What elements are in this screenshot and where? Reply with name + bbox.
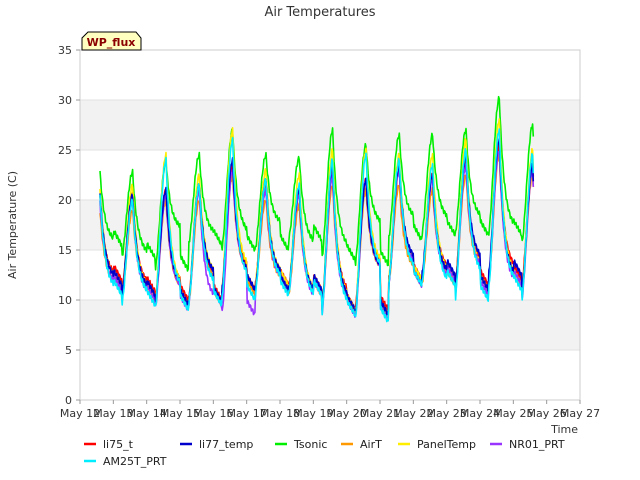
legend-item-Tsonic: Tsonic <box>275 438 327 451</box>
legend-label: NR01_PRT <box>509 438 565 451</box>
legend-item-li77_temp: li77_temp <box>180 438 253 451</box>
x-tick-label: May 19 <box>293 407 333 420</box>
x-tick-label: May 15 <box>160 407 200 420</box>
series-line-Tsonic <box>99 95 535 272</box>
y-tick-label: 10 <box>58 294 72 307</box>
legend-label: li77_temp <box>199 438 253 451</box>
x-tick-label: May 26 <box>527 407 567 420</box>
legend-item-NR01_PRT: NR01_PRT <box>490 438 565 451</box>
legend-item-PanelTemp: PanelTemp <box>398 438 476 451</box>
y-tick-label: 25 <box>58 144 72 157</box>
y-tick-label: 20 <box>58 194 72 207</box>
plot-frame <box>79 49 581 401</box>
grid-band <box>80 300 580 350</box>
legend-label: li75_t <box>103 438 134 451</box>
y-tick-label: 30 <box>58 94 72 107</box>
x-tick-label: May 12 <box>60 407 100 420</box>
legend-item-li75_t: li75_t <box>84 438 134 451</box>
annotation-label: WP_flux <box>87 36 136 49</box>
legend-label: Tsonic <box>293 438 327 451</box>
chart-title: Air Temperatures <box>264 5 375 20</box>
legend-item-AirT: AirT <box>341 438 382 451</box>
x-tick-label: May 21 <box>360 407 400 420</box>
legend-label: AM25T_PRT <box>103 455 167 468</box>
x-tick-label: May 23 <box>427 407 467 420</box>
x-tick-label: May 22 <box>393 407 433 420</box>
y-axis-label: Air Temperature (C) <box>6 171 19 279</box>
x-tick-label: May 17 <box>227 407 267 420</box>
x-tick-label: May 14 <box>127 407 167 420</box>
x-tick-label: May 16 <box>193 407 233 420</box>
x-tick-label: May 20 <box>327 407 367 420</box>
y-tick-label: 35 <box>58 44 72 57</box>
series-line-AM25T_PRT <box>99 128 535 323</box>
x-tick-label: May 24 <box>460 407 500 420</box>
annotation-box: WP_flux <box>81 31 142 51</box>
legend-label: AirT <box>360 438 382 451</box>
x-tick-label: May 27 <box>560 407 600 420</box>
y-tick-label: 5 <box>65 344 72 357</box>
x-tick-label: May 25 <box>493 407 533 420</box>
x-tick-label: May 18 <box>260 407 300 420</box>
y-tick-label: 0 <box>65 394 72 407</box>
y-tick-label: 15 <box>58 244 72 257</box>
legend-label: PanelTemp <box>417 438 476 451</box>
legend-item-AM25T_PRT: AM25T_PRT <box>84 455 167 468</box>
x-axis-label: Time <box>550 423 578 436</box>
x-tick-label: May 13 <box>93 407 133 420</box>
